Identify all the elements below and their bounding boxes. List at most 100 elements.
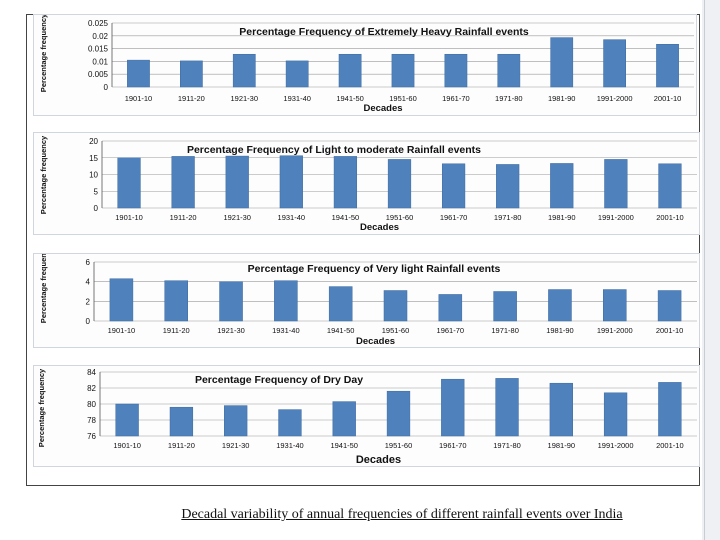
y-axis-label: Percentage frequency xyxy=(37,368,46,447)
bar-1941-50 xyxy=(338,53,362,88)
y-tick-label: 82 xyxy=(87,384,96,393)
bar-1951-60 xyxy=(383,290,408,322)
bar-1921-30 xyxy=(224,405,248,437)
bar-1981-90 xyxy=(548,289,572,322)
bar-1991-2000 xyxy=(604,159,628,209)
x-tick-label: 1991-2000 xyxy=(597,94,633,103)
bar-2001-10 xyxy=(656,43,679,88)
x-tick-label: 1911-20 xyxy=(170,213,197,222)
x-axis-label: Decades xyxy=(363,103,402,114)
y-tick-label: 0.015 xyxy=(88,45,109,54)
y-tick-label: 5 xyxy=(94,187,99,196)
bar-1971-80 xyxy=(495,378,519,437)
chart-very-light-rainfall: 0 2 4 6 1901-10 1911-20 1921-30 1931-40 1941-50 1… xyxy=(33,253,700,348)
y-tick-label: 10 xyxy=(89,171,98,180)
x-tick-label: 1931-40 xyxy=(272,326,300,335)
chart-svg: 76 78 80 82 84 1901-10 1911-20 1921-30 1931-40 19… xyxy=(37,368,697,466)
x-tick-label: 2001-10 xyxy=(656,213,684,222)
x-tick-label: 1901-10 xyxy=(115,213,143,222)
bar-1911-20 xyxy=(164,280,188,322)
x-tick-label: 1971-80 xyxy=(491,326,519,335)
bar-1951-60 xyxy=(386,390,411,437)
bar-1901-10 xyxy=(115,403,139,437)
x-axis-label: Decades xyxy=(356,454,401,466)
x-tick-label: 1921-30 xyxy=(231,94,259,103)
y-tick-label: 0.02 xyxy=(92,32,108,41)
bar-1961-70 xyxy=(441,378,465,437)
bar-1901-10 xyxy=(109,278,134,322)
x-tick-label: 1991-2000 xyxy=(598,441,634,450)
x-tick-label: 1931-40 xyxy=(283,94,311,103)
y-tick-label: 4 xyxy=(86,278,91,287)
x-tick-label: 2001-10 xyxy=(656,326,684,335)
x-tick-label: 1981-90 xyxy=(548,441,576,450)
bar-1931-40 xyxy=(278,409,302,437)
bar-1911-20 xyxy=(180,60,203,88)
chart-extremely-heavy-rainfall: 0 0.005 0.01 0.015 0.02 0.025 1901-10 1911-20 19… xyxy=(33,14,697,116)
chart-title: Percentage Frequency of Extremely Heavy … xyxy=(239,26,529,38)
bar-1981-90 xyxy=(549,382,573,437)
x-axis-label: Decades xyxy=(360,222,399,233)
y-axis-label: Percentage frequency xyxy=(39,135,48,214)
x-tick-label: 1921-30 xyxy=(222,441,250,450)
bar-1991-2000 xyxy=(603,39,626,88)
x-tick-label: 1941-50 xyxy=(336,94,364,103)
y-tick-label: 0.025 xyxy=(88,19,109,28)
chart-title: Percentage Frequency of Light to moderat… xyxy=(187,144,481,156)
x-tick-label: 1971-80 xyxy=(494,213,522,222)
bar-1931-40 xyxy=(274,280,298,322)
bar-1941-50 xyxy=(332,401,356,437)
x-tick-label: 1961-70 xyxy=(440,213,468,222)
y-tick-label: 84 xyxy=(87,368,96,377)
bar-1911-20 xyxy=(169,406,194,437)
y-tick-label: 0.01 xyxy=(92,57,108,66)
x-tick-label: 1921-30 xyxy=(223,213,251,222)
bar-1971-80 xyxy=(497,53,521,88)
chart-light-to-moderate-rainfall: 0 5 10 15 20 1901-10 1911-20 1921-30 1931-40 1941… xyxy=(33,132,700,235)
x-tick-label: 1971-80 xyxy=(493,441,521,450)
bar-1921-30 xyxy=(225,155,249,209)
bar-1961-70 xyxy=(441,163,466,209)
bar-1981-90 xyxy=(550,163,574,209)
bar-1941-50 xyxy=(328,286,353,322)
chart-dry-day: 76 78 80 82 84 1901-10 1911-20 1921-30 1931-40 19… xyxy=(33,365,700,467)
x-tick-label: 1961-70 xyxy=(437,326,465,335)
x-tick-label: 1991-2000 xyxy=(597,326,633,335)
bar-2001-10 xyxy=(658,382,682,437)
y-tick-label: 0 xyxy=(104,83,109,92)
bar-1981-90 xyxy=(550,37,574,88)
y-tick-label: 20 xyxy=(89,137,98,146)
bar-1901-10 xyxy=(127,59,150,88)
x-tick-label: 2001-10 xyxy=(656,441,684,450)
scrollbar-track xyxy=(702,0,720,540)
x-tick-label: 1981-90 xyxy=(546,326,574,335)
y-tick-label: 6 xyxy=(86,258,91,267)
x-tick-label: 1941-50 xyxy=(332,213,360,222)
y-tick-label: 0 xyxy=(86,317,91,326)
y-tick-label: 0.005 xyxy=(88,70,109,79)
y-axis-label: Percentage frequency xyxy=(39,254,48,323)
chart-title: Percentage Frequency of Dry Day xyxy=(195,374,363,386)
x-tick-label: 1901-10 xyxy=(113,441,141,450)
bar-1921-30 xyxy=(219,281,243,322)
x-tick-label: 1911-20 xyxy=(163,326,190,335)
bar-1991-2000 xyxy=(603,289,627,322)
x-tick-label: 1951-60 xyxy=(389,94,417,103)
x-tick-label: 1901-10 xyxy=(125,94,153,103)
bar-1941-50 xyxy=(333,156,358,209)
bar-1971-80 xyxy=(496,164,520,209)
x-tick-label: 1931-40 xyxy=(278,213,306,222)
chart-title: Percentage Frequency of Very light Rainf… xyxy=(248,263,501,275)
x-tick-label: 1911-20 xyxy=(168,441,195,450)
x-tick-label: 2001-10 xyxy=(654,94,682,103)
bar-1971-80 xyxy=(493,291,517,322)
chart-svg: 0 0.005 0.01 0.015 0.02 0.025 1901-10 1911-20 19… xyxy=(39,15,694,114)
x-tick-label: 1981-90 xyxy=(548,94,576,103)
chart-svg: 0 2 4 6 1901-10 1911-20 1921-30 1931-40 1941-50 1… xyxy=(39,254,697,347)
x-tick-label: 1961-70 xyxy=(442,94,470,103)
y-tick-label: 2 xyxy=(86,297,91,306)
bar-1961-70 xyxy=(438,294,463,322)
x-tick-label: 1951-60 xyxy=(386,213,414,222)
x-tick-label: 1931-40 xyxy=(276,441,304,450)
bar-1911-20 xyxy=(171,156,195,209)
